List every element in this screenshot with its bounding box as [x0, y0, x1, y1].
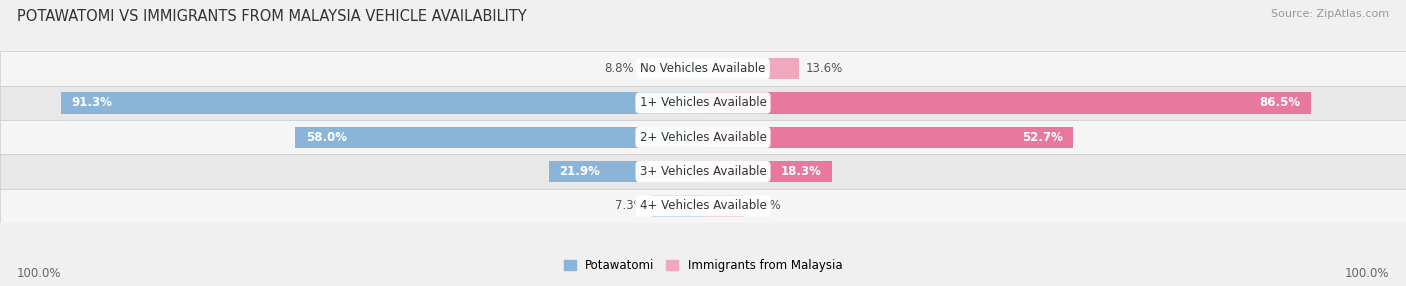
Bar — [0, 120, 1406, 154]
Text: POTAWATOMI VS IMMIGRANTS FROM MALAYSIA VEHICLE AVAILABILITY: POTAWATOMI VS IMMIGRANTS FROM MALAYSIA V… — [17, 9, 527, 23]
Bar — [703, 161, 832, 182]
Text: 52.7%: 52.7% — [1022, 131, 1063, 144]
Bar — [60, 92, 703, 114]
Text: No Vehicles Available: No Vehicles Available — [640, 62, 766, 75]
Bar — [0, 51, 1406, 86]
Bar — [0, 189, 1406, 223]
Text: 18.3%: 18.3% — [780, 165, 821, 178]
Bar — [295, 127, 703, 148]
Text: 86.5%: 86.5% — [1260, 96, 1301, 110]
Bar — [0, 86, 1406, 120]
Text: 91.3%: 91.3% — [72, 96, 112, 110]
Text: 100.0%: 100.0% — [17, 267, 62, 280]
Text: 3+ Vehicles Available: 3+ Vehicles Available — [640, 165, 766, 178]
Text: 2+ Vehicles Available: 2+ Vehicles Available — [640, 131, 766, 144]
Text: 21.9%: 21.9% — [560, 165, 600, 178]
Bar — [548, 161, 703, 182]
Text: 7.3%: 7.3% — [614, 199, 644, 212]
Text: 100.0%: 100.0% — [1344, 267, 1389, 280]
Bar — [703, 58, 799, 79]
Bar — [641, 58, 703, 79]
Text: 58.0%: 58.0% — [307, 131, 347, 144]
Bar — [0, 154, 1406, 189]
Text: 4+ Vehicles Available: 4+ Vehicles Available — [640, 199, 766, 212]
Text: 8.8%: 8.8% — [605, 62, 634, 75]
Bar — [703, 127, 1074, 148]
Legend: Potawatomi, Immigrants from Malaysia: Potawatomi, Immigrants from Malaysia — [564, 259, 842, 272]
Bar — [652, 195, 703, 217]
Text: 1+ Vehicles Available: 1+ Vehicles Available — [640, 96, 766, 110]
Text: 5.9%: 5.9% — [752, 199, 782, 212]
Bar — [703, 92, 1312, 114]
Text: 13.6%: 13.6% — [806, 62, 842, 75]
Text: Source: ZipAtlas.com: Source: ZipAtlas.com — [1271, 9, 1389, 19]
Bar — [703, 195, 745, 217]
